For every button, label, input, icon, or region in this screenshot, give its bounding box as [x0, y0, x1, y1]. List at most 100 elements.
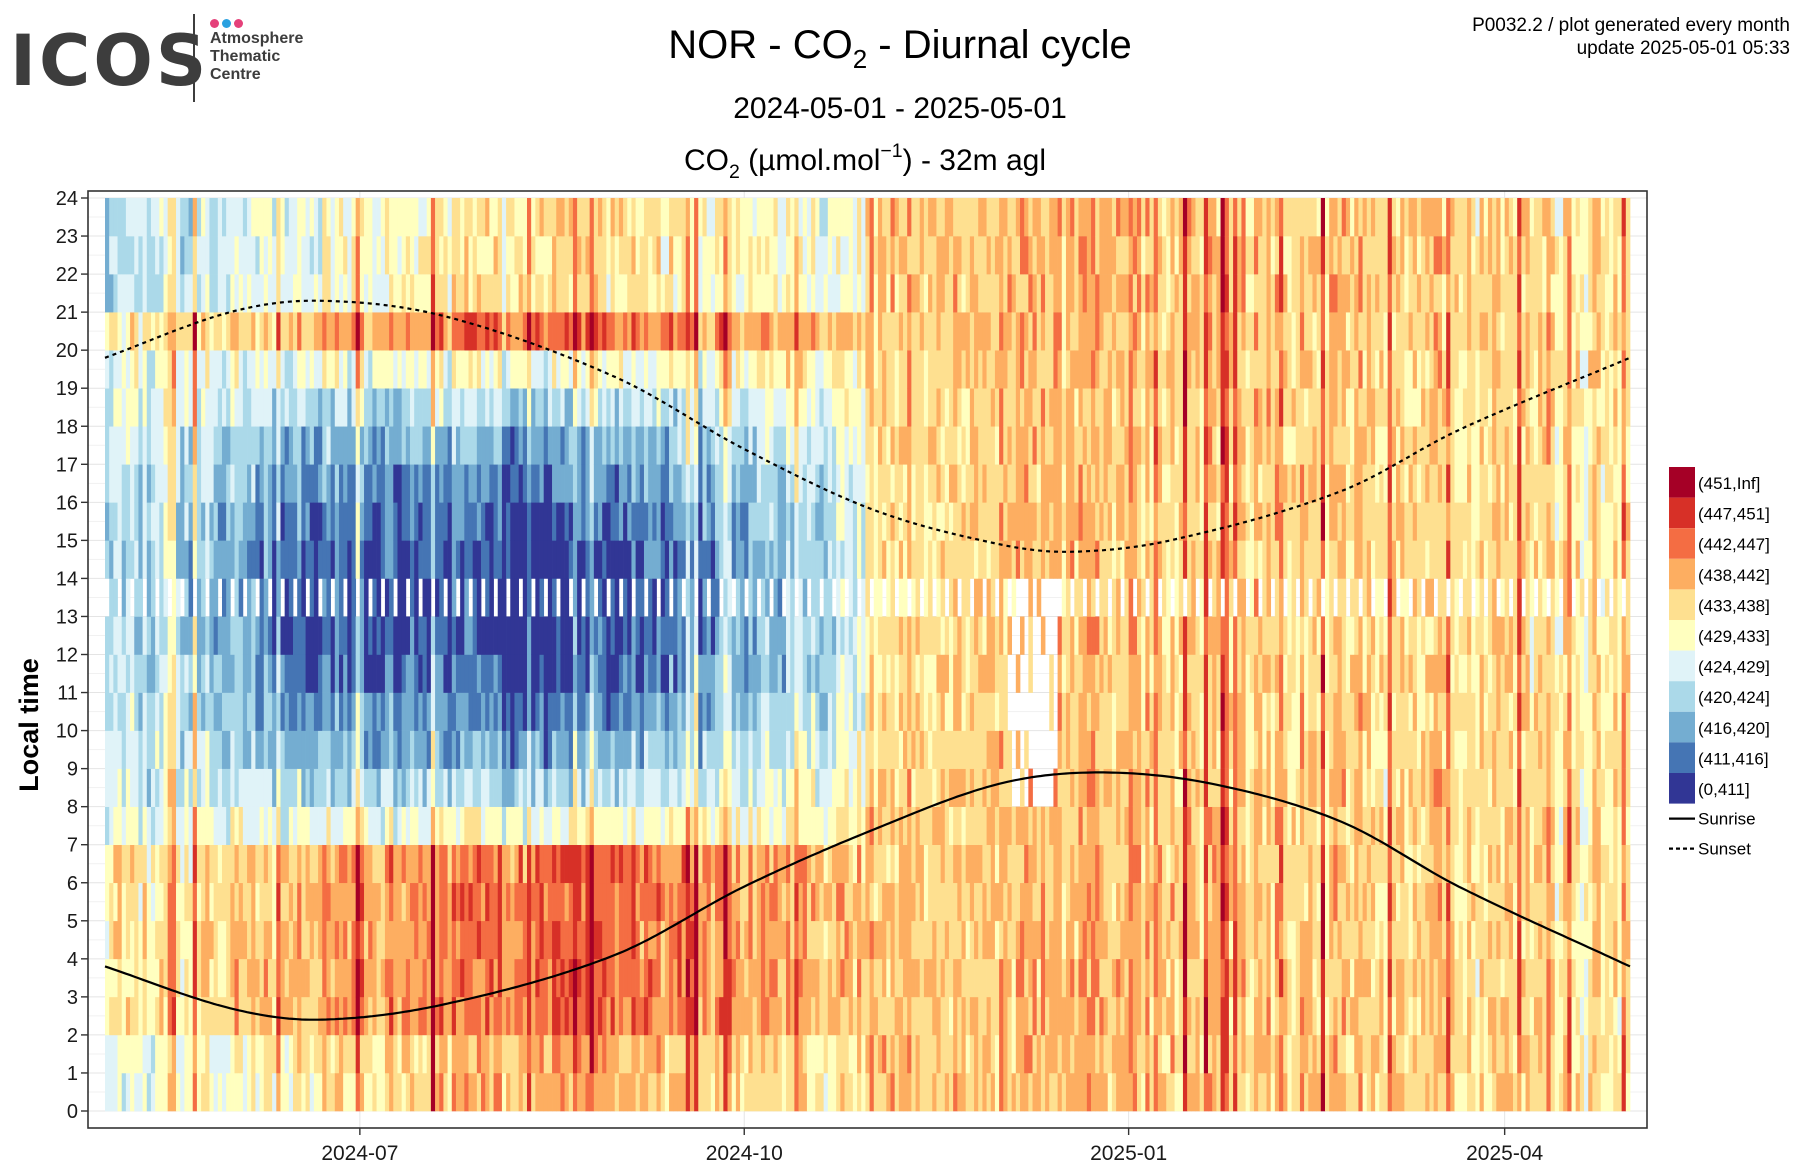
heatmap-cell [857, 958, 862, 998]
heatmap-cell [263, 274, 269, 313]
heatmap-cell [848, 236, 854, 275]
heatmap-cell [531, 426, 536, 465]
heatmap-cell [915, 1034, 921, 1074]
heatmap-cell [928, 540, 933, 579]
heatmap-cell [543, 730, 549, 769]
heatmap-cell [531, 540, 536, 579]
heatmap-cell [656, 730, 662, 769]
heatmap-cell [376, 388, 382, 427]
heatmap-cell [932, 1072, 937, 1112]
heatmap-cell [877, 350, 883, 389]
heatmap-cell [932, 236, 937, 275]
heatmap-cell [735, 350, 741, 389]
heatmap-cell [865, 236, 870, 275]
heatmap-cell [418, 806, 423, 846]
heatmap-cell [568, 502, 574, 541]
heatmap-cell [932, 844, 937, 884]
heatmap-cell [130, 958, 135, 998]
heatmap-cell [159, 844, 164, 884]
heatmap-cell [677, 730, 682, 769]
heatmap-cell [648, 768, 653, 807]
heatmap-cell [121, 692, 127, 731]
heatmap-cell [781, 616, 787, 655]
heatmap-cell [585, 654, 591, 693]
heatmap-cell [631, 426, 636, 465]
heatmap-cell [861, 540, 866, 579]
heatmap-cell [798, 236, 804, 275]
heatmap-cell [263, 844, 269, 884]
heatmap-cell [719, 502, 724, 541]
heatmap-cell [418, 844, 423, 884]
heatmap-cell [393, 274, 398, 313]
heatmap-cell [631, 312, 636, 351]
heatmap-cell [823, 198, 829, 237]
heatmap-cell [936, 312, 941, 351]
heatmap-cell [238, 844, 244, 884]
heatmap-cell [255, 388, 260, 427]
heatmap-cell [159, 274, 164, 313]
heatmap-cell [435, 768, 440, 807]
heatmap-cell [710, 540, 716, 579]
heatmap-cell [226, 996, 231, 1036]
heatmap-cell [568, 274, 574, 313]
heatmap-cell [522, 730, 528, 769]
heatmap-cell [418, 540, 423, 579]
heatmap-cell [819, 920, 824, 960]
heatmap-cell [410, 502, 415, 541]
heatmap-cell [802, 882, 808, 922]
heatmap-cell [493, 236, 499, 275]
heatmap-cell [276, 578, 281, 617]
heatmap-cell [740, 578, 745, 617]
heatmap-cell [614, 426, 620, 465]
heatmap-cell [556, 274, 561, 313]
heatmap-cell [234, 350, 240, 389]
heatmap-cell [936, 350, 941, 389]
heatmap-cell [744, 540, 749, 579]
heatmap-cell [351, 312, 357, 351]
heatmap-cell [460, 540, 465, 579]
heatmap-cell [150, 692, 156, 731]
heatmap-cell [167, 540, 173, 579]
heatmap-cell [844, 1034, 850, 1074]
heatmap-cell [464, 958, 469, 998]
heatmap-cell [719, 274, 724, 313]
heatmap-cell [150, 464, 156, 503]
heatmap-cell [877, 882, 883, 922]
heatmap-cell [631, 730, 636, 769]
heatmap-cell [786, 578, 791, 617]
heatmap-cell [936, 236, 941, 275]
heatmap-cell [660, 350, 666, 389]
heatmap-cell [618, 236, 624, 275]
heatmap-cell [698, 730, 703, 769]
heatmap-cell [886, 920, 891, 960]
heatmap-cell [593, 768, 599, 807]
heatmap-cell [351, 692, 357, 731]
heatmap-cell [886, 654, 891, 693]
heatmap-cell [226, 236, 231, 275]
heatmap-cell [430, 882, 436, 922]
heatmap-cell [493, 198, 499, 237]
heatmap-cell [255, 236, 260, 275]
heatmap-cell [585, 616, 591, 655]
heatmap-cell [689, 388, 695, 427]
heatmap-cell [723, 844, 728, 884]
heatmap-cell [330, 768, 336, 807]
heatmap-cell [125, 882, 131, 922]
heatmap-cell [786, 464, 791, 503]
heatmap-cell [163, 996, 169, 1036]
heatmap-cell [957, 274, 962, 313]
heatmap-cell [510, 502, 515, 541]
heatmap-cell [109, 274, 114, 313]
heatmap-cell [267, 236, 273, 275]
heatmap-cell [493, 502, 499, 541]
heatmap-cell [953, 958, 958, 998]
heatmap-cell [255, 274, 260, 313]
heatmap-cell [389, 730, 394, 769]
heatmap-cell [117, 464, 123, 503]
heatmap-cell [552, 692, 557, 731]
heatmap-cell [251, 502, 256, 541]
heatmap-cell [439, 806, 444, 846]
heatmap-cell [685, 768, 691, 807]
heatmap-cell [919, 692, 925, 731]
heatmap-cell [706, 1034, 712, 1074]
